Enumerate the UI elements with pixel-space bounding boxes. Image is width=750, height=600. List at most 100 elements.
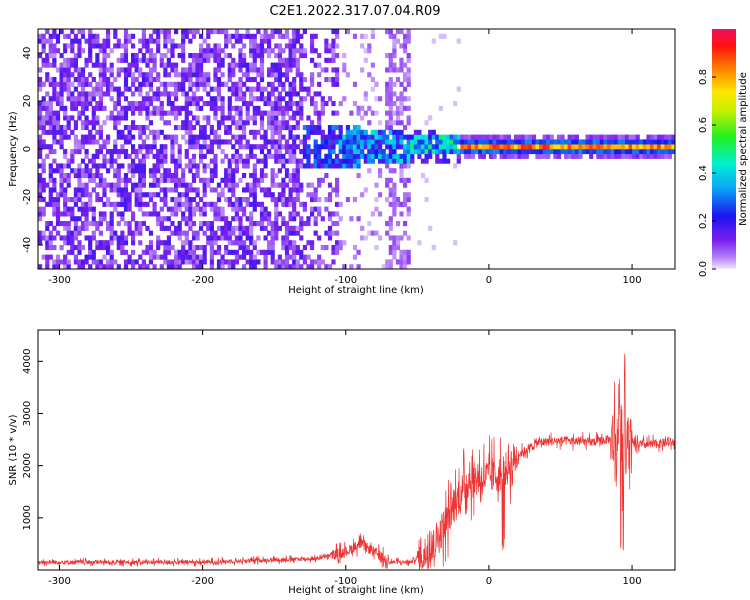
heatmap-cell	[213, 216, 218, 222]
heatmap-cell	[202, 259, 207, 265]
heatmap-cell	[202, 86, 207, 92]
heatmap-cell	[63, 149, 68, 155]
heatmap-cell	[141, 43, 146, 49]
heatmap-cell	[360, 67, 365, 73]
heatmap-cell	[263, 144, 268, 150]
heatmap-cell	[378, 144, 383, 150]
heatmap-cell	[274, 67, 279, 73]
heatmap-cell	[195, 264, 200, 269]
heatmap-cell	[145, 192, 150, 198]
heatmap-cell	[98, 86, 103, 92]
heatmap-cell	[177, 182, 182, 188]
heatmap-cell	[38, 163, 43, 169]
heatmap-cell	[263, 254, 268, 260]
heatmap-cell	[374, 230, 379, 236]
heatmap-cell	[463, 139, 469, 145]
heatmap-cell	[48, 105, 53, 111]
heatmap-cell	[209, 230, 214, 236]
heatmap-cell	[463, 149, 469, 155]
heatmap-cell	[59, 173, 64, 179]
heatmap-cell	[320, 259, 325, 265]
heatmap-cell	[574, 153, 579, 159]
heatmap-cell	[181, 81, 186, 87]
heatmap-cell	[385, 81, 390, 87]
heatmap-cell	[170, 197, 175, 203]
heatmap-cell	[113, 158, 118, 164]
heatmap-cell	[649, 153, 655, 159]
heatmap-cell	[120, 245, 125, 251]
heatmap-cell	[599, 144, 604, 150]
heatmap-cell	[259, 120, 265, 126]
heatmap-cell	[163, 67, 168, 73]
heatmap-cell	[564, 153, 569, 159]
heatmap-cell	[338, 139, 343, 145]
heatmap-cell	[55, 168, 61, 174]
heatmap-cell	[48, 43, 53, 49]
x-tick-label: -100	[334, 275, 357, 286]
heatmap-cell	[446, 134, 451, 140]
heatmap-cell	[277, 168, 282, 174]
heatmap-cell	[417, 139, 422, 145]
heatmap-cell	[88, 72, 93, 78]
heatmap-cell	[163, 91, 168, 97]
heatmap-cell	[621, 139, 626, 145]
heatmap-cell	[55, 81, 61, 87]
heatmap-cell	[277, 211, 282, 217]
heatmap-cell	[84, 201, 89, 207]
heatmap-cell	[116, 182, 121, 188]
heatmap-cell	[406, 235, 411, 241]
heatmap-cell	[281, 182, 286, 188]
heatmap-cell	[227, 163, 232, 169]
heatmap-cell	[267, 48, 272, 54]
heatmap-cell	[220, 110, 225, 116]
heatmap-cell	[123, 192, 129, 198]
heatmap-cell	[177, 192, 182, 198]
heatmap-cell	[306, 182, 311, 188]
heatmap-cell	[284, 139, 290, 145]
heatmap-cell	[174, 81, 179, 87]
heatmap-cell	[374, 206, 379, 212]
heatmap-cell	[227, 264, 232, 269]
heatmap-cell	[202, 134, 207, 140]
heatmap-cell	[388, 115, 393, 121]
heatmap-cell	[302, 139, 307, 145]
heatmap-cell	[556, 149, 562, 155]
heatmap-cell	[302, 245, 307, 251]
heatmap-cell	[206, 72, 211, 78]
heatmap-cell	[109, 81, 114, 87]
heatmap-cell	[116, 57, 121, 63]
heatmap-cell	[106, 149, 111, 155]
heatmap-cell	[77, 38, 82, 44]
heatmap-cell	[184, 110, 189, 116]
heatmap-cell	[91, 86, 96, 92]
heatmap-cell	[231, 225, 236, 231]
heatmap-cell	[356, 144, 361, 150]
heatmap-cell	[406, 149, 411, 155]
heatmap-cell	[331, 53, 336, 59]
heatmap-cell	[145, 62, 150, 68]
heatmap-cell	[148, 144, 154, 150]
heatmap-cell	[395, 259, 401, 265]
heatmap-cell	[277, 139, 282, 145]
heatmap-cell	[188, 187, 193, 193]
heatmap-cell	[560, 149, 565, 155]
heatmap-cell	[370, 129, 375, 135]
heatmap-cell	[152, 192, 157, 198]
heatmap-cell	[134, 225, 139, 231]
heatmap-cell	[277, 129, 282, 135]
heatmap-cell	[227, 173, 232, 179]
heatmap-cell	[367, 149, 372, 155]
heatmap-cell	[256, 221, 261, 227]
heatmap-cell	[141, 101, 146, 107]
heatmap-cell	[191, 53, 197, 59]
heatmap-cell	[374, 81, 379, 87]
heatmap-cell	[195, 96, 200, 102]
heatmap-cell	[220, 177, 225, 183]
heatmap-cell	[410, 139, 415, 145]
heatmap-cell	[299, 77, 304, 83]
heatmap-cell	[435, 158, 440, 164]
heatmap-cell	[395, 29, 401, 35]
heatmap-cell	[270, 120, 275, 126]
heatmap-cell	[52, 139, 57, 145]
heatmap-cell	[345, 149, 350, 155]
